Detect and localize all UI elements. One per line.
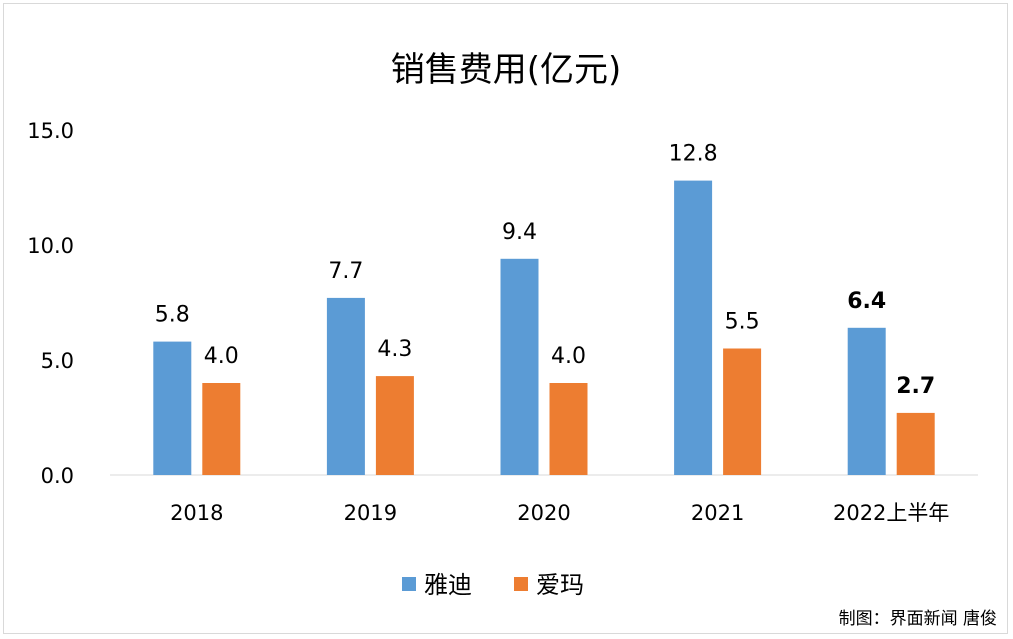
y-tick-label: 10.0	[27, 234, 74, 258]
data-label: 5.5	[725, 310, 760, 335]
bar-雅迪-2020	[500, 258, 539, 475]
x-tick-label: 2018	[170, 501, 223, 525]
x-tick-label: 2020	[517, 501, 570, 525]
data-label: 4.3	[377, 337, 412, 362]
data-label: 6.4	[847, 289, 886, 314]
legend-label: 雅迪	[424, 571, 472, 599]
bar-雅迪-2022上半年	[847, 327, 886, 475]
bar-爱玛-2022上半年	[896, 412, 935, 475]
bar-爱玛-2019	[375, 376, 414, 475]
y-tick-label: 5.0	[41, 349, 74, 373]
chart-title: 销售费用(亿元)	[391, 50, 622, 90]
x-tick-label: 2021	[691, 501, 744, 525]
bar-雅迪-2019	[326, 297, 365, 475]
bar-爱玛-2018	[202, 383, 241, 475]
legend: 雅迪 爱玛	[402, 571, 584, 599]
data-label: 2.7	[896, 374, 935, 399]
bars-group: 5.8 4.0 7.7 4.3 9.4 4.0 12.8 5.5 6.4 2.7	[153, 142, 935, 475]
data-label: 4.0	[551, 344, 586, 369]
axis-group: 0.0 5.0 10.0 15.0 2018 2019 2020 2021 2022上半年	[27, 119, 978, 525]
data-label: 9.4	[502, 220, 537, 245]
bar-雅迪-2018	[153, 341, 192, 475]
legend-swatch	[402, 577, 416, 591]
x-tick-label: 2022上半年	[833, 501, 949, 525]
data-label: 7.7	[328, 259, 363, 284]
data-label: 5.8	[155, 303, 190, 328]
bar-爱玛-2020	[549, 383, 588, 475]
legend-swatch	[514, 577, 528, 591]
y-tick-label: 0.0	[41, 464, 74, 488]
bar-雅迪-2021	[674, 180, 713, 475]
x-tick-label: 2019	[344, 501, 397, 525]
data-label: 4.0	[204, 344, 239, 369]
y-tick-label: 15.0	[27, 119, 74, 143]
legend-label: 爱玛	[536, 571, 584, 599]
bar-爱玛-2021	[723, 348, 762, 475]
data-label: 12.8	[669, 142, 718, 167]
credit-text: 制图：界面新闻 唐俊	[838, 609, 997, 629]
